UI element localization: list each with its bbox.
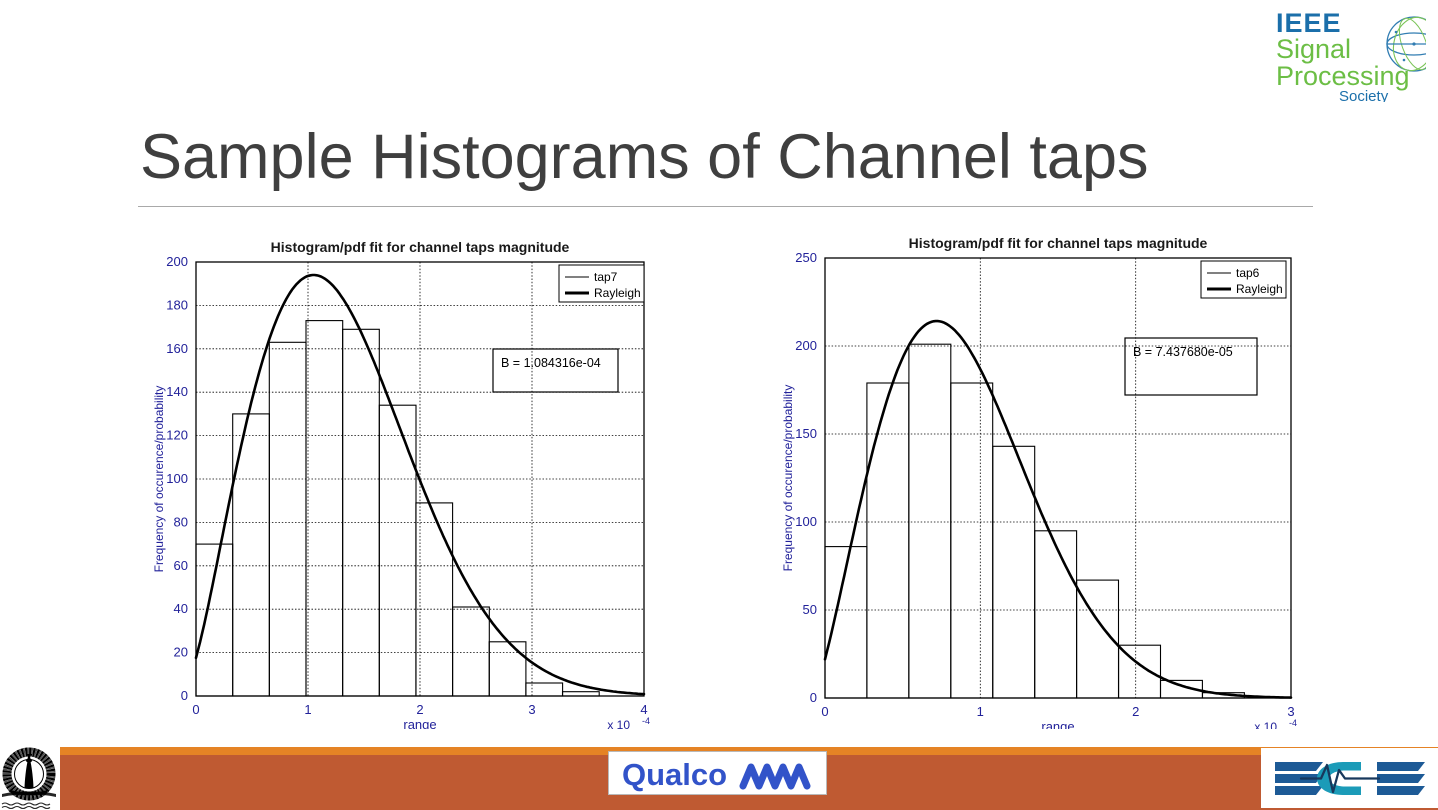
- svg-text:B = 7.437680e-05: B = 7.437680e-05: [1133, 345, 1233, 359]
- svg-text:Histogram/pdf fit for channel: Histogram/pdf fit for channel taps magni…: [271, 239, 570, 255]
- svg-text:0: 0: [181, 688, 188, 703]
- svg-text:3: 3: [528, 702, 535, 717]
- svg-text:Rayleigh: Rayleigh: [1236, 282, 1283, 296]
- svg-text:40: 40: [174, 601, 188, 616]
- svg-text:3: 3: [1287, 704, 1294, 719]
- svg-text:50: 50: [803, 602, 817, 617]
- svg-text:60: 60: [174, 558, 188, 573]
- svg-text:Frequency of occurence/probabi: Frequency of occurence/probability: [781, 385, 795, 572]
- svg-text:0: 0: [821, 704, 828, 719]
- svg-text:120: 120: [166, 428, 188, 443]
- svg-text:0: 0: [192, 702, 199, 717]
- svg-text:160: 160: [166, 341, 188, 356]
- svg-text:200: 200: [166, 254, 188, 269]
- svg-text:100: 100: [166, 471, 188, 486]
- svg-text:Rayleigh: Rayleigh: [594, 286, 641, 300]
- svg-text:0: 0: [810, 690, 817, 705]
- svg-text:Processing: Processing: [1276, 61, 1410, 91]
- svg-text:-4: -4: [642, 716, 650, 726]
- svg-text:1: 1: [304, 702, 311, 717]
- svg-text:x 10: x 10: [1254, 720, 1277, 729]
- svg-text:20: 20: [174, 645, 188, 660]
- svg-text:Signal: Signal: [1276, 34, 1351, 64]
- svg-text:Qualco: Qualco: [622, 757, 727, 792]
- svg-text:180: 180: [166, 297, 188, 312]
- svg-text:tap7: tap7: [594, 270, 618, 284]
- svg-text:tap6: tap6: [1236, 266, 1260, 280]
- svg-text:range: range: [1041, 719, 1074, 729]
- svg-text:140: 140: [166, 384, 188, 399]
- svg-text:range: range: [403, 717, 436, 729]
- svg-text:2: 2: [1132, 704, 1139, 719]
- svg-text:250: 250: [795, 250, 817, 265]
- svg-text:x 10: x 10: [607, 718, 630, 729]
- svg-text:2: 2: [416, 702, 423, 717]
- svg-text:80: 80: [174, 514, 188, 529]
- svg-text:Society: Society: [1339, 88, 1389, 102]
- svg-text:200: 200: [795, 338, 817, 353]
- svg-text:Frequency of occurence/probabi: Frequency of occurence/probability: [152, 386, 166, 573]
- svg-text:150: 150: [795, 426, 817, 441]
- svg-text:Histogram/pdf fit for channel: Histogram/pdf fit for channel taps magni…: [909, 235, 1208, 251]
- svg-text:4: 4: [640, 702, 647, 717]
- svg-text:1: 1: [977, 704, 984, 719]
- svg-text:100: 100: [795, 514, 817, 529]
- svg-text:B = 1.084316e-04: B = 1.084316e-04: [501, 356, 601, 370]
- svg-text:-4: -4: [1289, 718, 1297, 728]
